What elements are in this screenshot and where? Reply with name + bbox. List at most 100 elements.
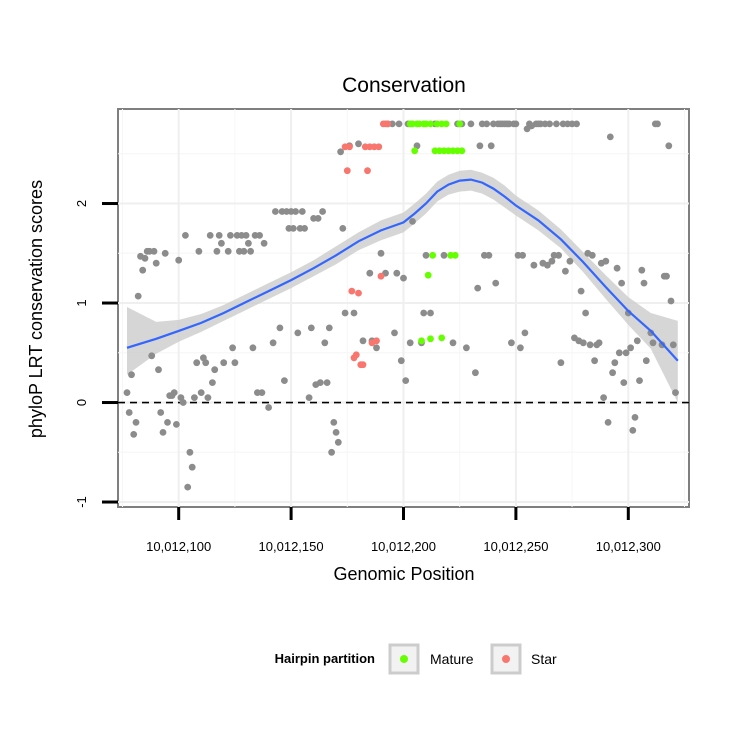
data-point-other — [197, 389, 205, 396]
chart-title: Conservation — [342, 74, 466, 97]
data-point-other — [231, 359, 239, 367]
data-point-other — [209, 379, 216, 386]
legend: Hairpin partition Mature Star — [275, 643, 557, 675]
data-points — [123, 120, 679, 491]
data-point-other — [373, 344, 380, 352]
data-point-other — [613, 264, 621, 272]
series-star — [341, 120, 392, 369]
data-point-other — [391, 329, 398, 337]
data-point-other — [422, 251, 430, 259]
data-point-other — [289, 225, 297, 232]
data-point-other — [305, 394, 313, 401]
data-point-star — [346, 143, 353, 151]
data-point-other — [591, 357, 598, 365]
x-tick-label: 10,012,250 — [483, 539, 548, 554]
data-point-other — [611, 359, 619, 367]
data-point-other — [339, 225, 347, 232]
data-point-other — [636, 377, 643, 384]
data-point-other — [519, 251, 526, 259]
data-point-other — [544, 261, 551, 269]
data-point-other — [595, 339, 603, 347]
data-point-other — [161, 249, 169, 257]
data-point-other — [125, 409, 133, 416]
data-point-other — [440, 251, 448, 259]
x-tick-label: 10,012,300 — [596, 539, 661, 554]
data-point-other — [314, 215, 322, 222]
data-point-other — [227, 232, 234, 239]
data-point-star — [377, 272, 385, 280]
smooth-line — [126, 178, 679, 362]
data-point-other — [323, 379, 331, 386]
data-point-other — [665, 142, 673, 150]
data-point-other — [175, 256, 183, 264]
data-point-other — [573, 120, 580, 128]
data-point-other — [186, 448, 194, 456]
data-point-other — [449, 339, 457, 347]
data-point-other — [298, 208, 306, 215]
smooth-line-layer — [126, 178, 679, 362]
data-point-mature — [427, 335, 434, 343]
data-point-other — [615, 349, 623, 357]
data-point-other — [330, 419, 338, 426]
data-point-other — [638, 266, 646, 274]
data-point-other — [319, 208, 326, 215]
data-point-other — [220, 359, 228, 367]
data-point-star — [352, 351, 360, 359]
data-point-other — [128, 371, 135, 379]
data-point-other — [202, 359, 210, 367]
data-point-other — [555, 251, 562, 259]
data-point-other — [276, 324, 284, 332]
data-point-other — [546, 120, 553, 128]
confidence-band — [127, 169, 678, 403]
data-point-other — [141, 254, 149, 262]
data-point-other — [512, 120, 520, 128]
data-point-other — [321, 339, 329, 347]
legend-label-mature: Mature — [430, 651, 474, 667]
data-point-other — [307, 324, 315, 332]
data-point-other — [134, 292, 142, 300]
data-point-star — [355, 289, 362, 297]
data-point-mature — [424, 271, 432, 279]
y-tick-label: -1 — [74, 496, 89, 508]
data-point-other — [229, 344, 237, 352]
data-point-other — [240, 247, 248, 255]
data-point-other — [620, 379, 628, 386]
data-point-other — [582, 309, 589, 317]
data-point-other — [294, 329, 302, 337]
data-point-other — [672, 389, 679, 396]
data-point-star — [375, 143, 383, 151]
data-point-other — [341, 309, 349, 317]
data-point-other — [182, 232, 189, 239]
data-point-other — [195, 247, 203, 255]
data-point-other — [609, 369, 616, 377]
data-point-star — [373, 337, 380, 345]
data-point-other — [350, 309, 358, 317]
data-point-other — [600, 394, 607, 401]
data-point-other — [211, 366, 219, 374]
data-point-other — [400, 274, 407, 282]
legend-swatch-mature — [400, 655, 408, 663]
data-point-other — [130, 431, 138, 438]
data-point-other — [334, 438, 342, 446]
data-point-other — [604, 419, 612, 426]
data-point-other — [577, 287, 585, 295]
data-point-other — [155, 366, 162, 374]
data-point-other — [265, 404, 272, 411]
data-point-other — [191, 394, 198, 401]
data-point-other — [325, 324, 333, 332]
y-axis-label: phyloP LRT conservation scores — [26, 180, 46, 438]
data-point-other — [188, 463, 196, 471]
data-point-other — [420, 309, 428, 317]
x-axis-label: Genomic Position — [333, 564, 474, 584]
data-point-other — [157, 409, 165, 416]
data-point-mature — [458, 147, 466, 155]
data-point-other — [269, 339, 277, 347]
data-point-other — [256, 232, 263, 239]
legend-label-star: Star — [531, 651, 557, 667]
data-point-other — [667, 297, 675, 305]
data-point-other — [476, 142, 484, 150]
data-point-other — [663, 272, 670, 280]
data-point-other — [150, 247, 158, 255]
y-tick-label: 0 — [74, 399, 89, 406]
data-point-other — [633, 337, 641, 345]
